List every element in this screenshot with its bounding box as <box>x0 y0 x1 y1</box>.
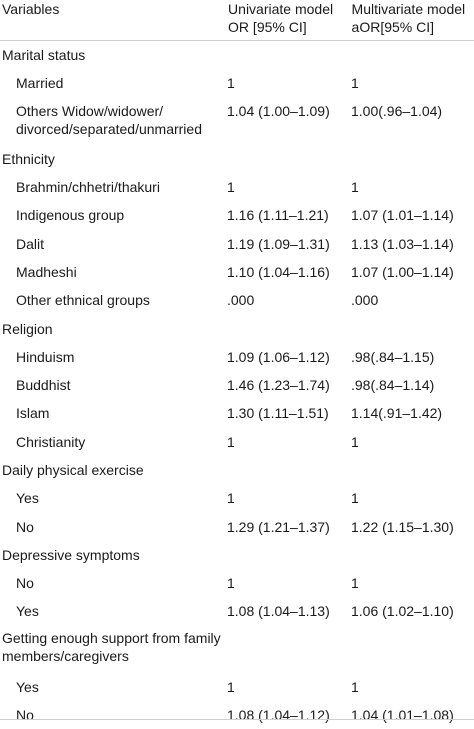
or-cell: 1.04 (1.00–1.09) <box>227 102 330 119</box>
category-label-line1: Getting enough support from family <box>2 629 221 646</box>
or-cell: 1 <box>227 678 235 695</box>
or-cell: .000 <box>227 292 255 309</box>
variable-label: Indigenous group <box>16 207 125 224</box>
variable-label: Dalit <box>16 235 45 252</box>
aor-cell: 1.14(.91–1.42) <box>351 405 443 422</box>
aor-cell: 1.07 (1.00–1.14) <box>351 263 454 280</box>
or-cell: 1.09 (1.06–1.12) <box>227 348 330 365</box>
aor-cell: 1.04 (1.01–1.08) <box>351 707 454 724</box>
aor-cell: .98(.84–1.14) <box>351 377 435 394</box>
table-row: Religion <box>0 314 474 342</box>
aor-cell: 1.13 (1.03–1.14) <box>351 235 454 252</box>
table-row: No 1 1 <box>0 569 474 597</box>
table-row: Dalit 1.19 (1.09–1.31) 1.13 (1.03–1.14) <box>0 229 474 257</box>
header-multivariate-line1: Multivariate model <box>351 1 466 17</box>
table-row: Depressive symptoms <box>0 541 474 569</box>
table-row: Yes 1.08 (1.04–1.13) 1.06 (1.02–1.10) <box>0 597 474 625</box>
variable-label: No <box>16 707 34 724</box>
table-row: Christianity 1 1 <box>0 428 474 456</box>
variable-label: Married <box>16 75 64 92</box>
header-variables: Variables <box>2 1 60 17</box>
or-cell: 1.46 (1.23–1.74) <box>227 377 330 394</box>
table-row: Buddhist 1.46 (1.23–1.74) .98(.84–1.14) <box>0 371 474 399</box>
or-cell: 1.30 (1.11–1.51) <box>227 405 329 422</box>
table-row: Yes 1 1 <box>0 673 474 701</box>
or-cell: 1.19 (1.09–1.31) <box>227 235 330 252</box>
aor-cell: 1 <box>351 490 359 507</box>
or-cell: 1 <box>227 575 235 592</box>
header-univariate-line1: Univariate model <box>228 1 334 17</box>
or-cell: 1 <box>227 433 235 450</box>
aor-cell: 1.07 (1.01–1.14) <box>351 207 454 224</box>
table-row: Married 1 1 <box>0 69 474 97</box>
variable-label: No <box>16 575 34 592</box>
or-cell: 1.16 (1.11–1.21) <box>227 207 329 224</box>
header-multivariate: Multivariate model aOR[95% CI] <box>352 0 474 36</box>
aor-cell: 1.22 (1.15–1.30) <box>351 518 454 535</box>
category-label: Ethnicity <box>2 150 55 167</box>
table-row: No 1.08 (1.04–1.12) 1.04 (1.01–1.08) <box>0 701 474 729</box>
category-label: Religion <box>2 320 53 337</box>
or-cell: 1 <box>227 490 235 507</box>
or-cell: 1.08 (1.04–1.13) <box>227 603 330 620</box>
or-cell: 1.10 (1.04–1.16) <box>227 263 330 280</box>
category-label: Marital status <box>2 47 86 64</box>
table-row: Daily physical exercise <box>0 456 474 484</box>
or-cell: 1 <box>227 179 235 196</box>
variable-label: Other ethnical groups <box>16 292 150 309</box>
category-label-line2: members/caregivers <box>2 647 129 664</box>
aor-cell: 1.00(.96–1.04) <box>351 102 443 119</box>
variable-label: No <box>16 518 34 535</box>
variable-label: Others Widow/widower/ divorced/separated… <box>0 102 227 138</box>
aor-cell: .98(.84–1.15) <box>351 348 435 365</box>
aor-cell: .000 <box>351 292 379 309</box>
or-cell: 1 <box>227 75 235 92</box>
header-univariate: Univariate model OR [95% CI] <box>228 0 351 36</box>
variable-label: Christianity <box>16 433 86 450</box>
aor-cell: 1 <box>351 575 359 592</box>
table-row: Brahmin/chhetri/thakuri 1 1 <box>0 173 474 201</box>
category-label: Getting enough support from family membe… <box>0 629 474 665</box>
variable-label: Brahmin/chhetri/thakuri <box>16 179 160 196</box>
table-row: Ethnicity <box>0 145 474 173</box>
variable-label-line1: Others Widow/widower/ <box>16 102 164 119</box>
variable-label: Hinduism <box>16 348 75 365</box>
variable-label-line2: divorced/separated/unmarried <box>16 120 202 137</box>
table-row: Getting enough support from family membe… <box>0 626 474 673</box>
table-row: Hinduism 1.09 (1.06–1.12) .98(.84–1.15) <box>0 343 474 371</box>
table-row: Islam 1.30 (1.11–1.51) 1.14(.91–1.42) <box>0 399 474 427</box>
aor-cell: 1 <box>351 179 359 196</box>
aor-cell: 1 <box>351 678 359 695</box>
variable-label: Yes <box>16 678 39 695</box>
header-multivariate-line2: aOR[95% CI] <box>351 19 435 35</box>
table-row: Yes 1 1 <box>0 484 474 512</box>
table-row: Marital status <box>0 41 474 69</box>
aor-cell: 1.06 (1.02–1.10) <box>351 603 454 620</box>
or-cell: 1.29 (1.21–1.37) <box>227 518 330 535</box>
category-label: Depressive symptoms <box>2 546 140 563</box>
table-header: Variables Univariate model OR [95% CI] M… <box>0 0 474 41</box>
aor-cell: 1 <box>351 433 359 450</box>
variable-label: Madheshi <box>16 263 77 280</box>
table-row: No 1.29 (1.21–1.37) 1.22 (1.15–1.30) <box>0 512 474 540</box>
table-row: Madheshi 1.10 (1.04–1.16) 1.07 (1.00–1.1… <box>0 258 474 286</box>
or-cell: 1.08 (1.04–1.12) <box>227 707 330 724</box>
variable-label: Buddhist <box>16 377 71 394</box>
variable-label: Islam <box>16 405 50 422</box>
table-row: Other ethnical groups .000 .000 <box>0 286 474 314</box>
variable-label: Yes <box>16 490 39 507</box>
aor-cell: 1 <box>351 75 359 92</box>
table-row: Others Widow/widower/ divorced/separated… <box>0 98 474 145</box>
table-row: Indigenous group 1.16 (1.11–1.21) 1.07 (… <box>0 201 474 229</box>
variable-label: Yes <box>16 603 39 620</box>
header-univariate-line2: OR [95% CI] <box>228 19 307 35</box>
category-label: Daily physical exercise <box>2 462 144 478</box>
